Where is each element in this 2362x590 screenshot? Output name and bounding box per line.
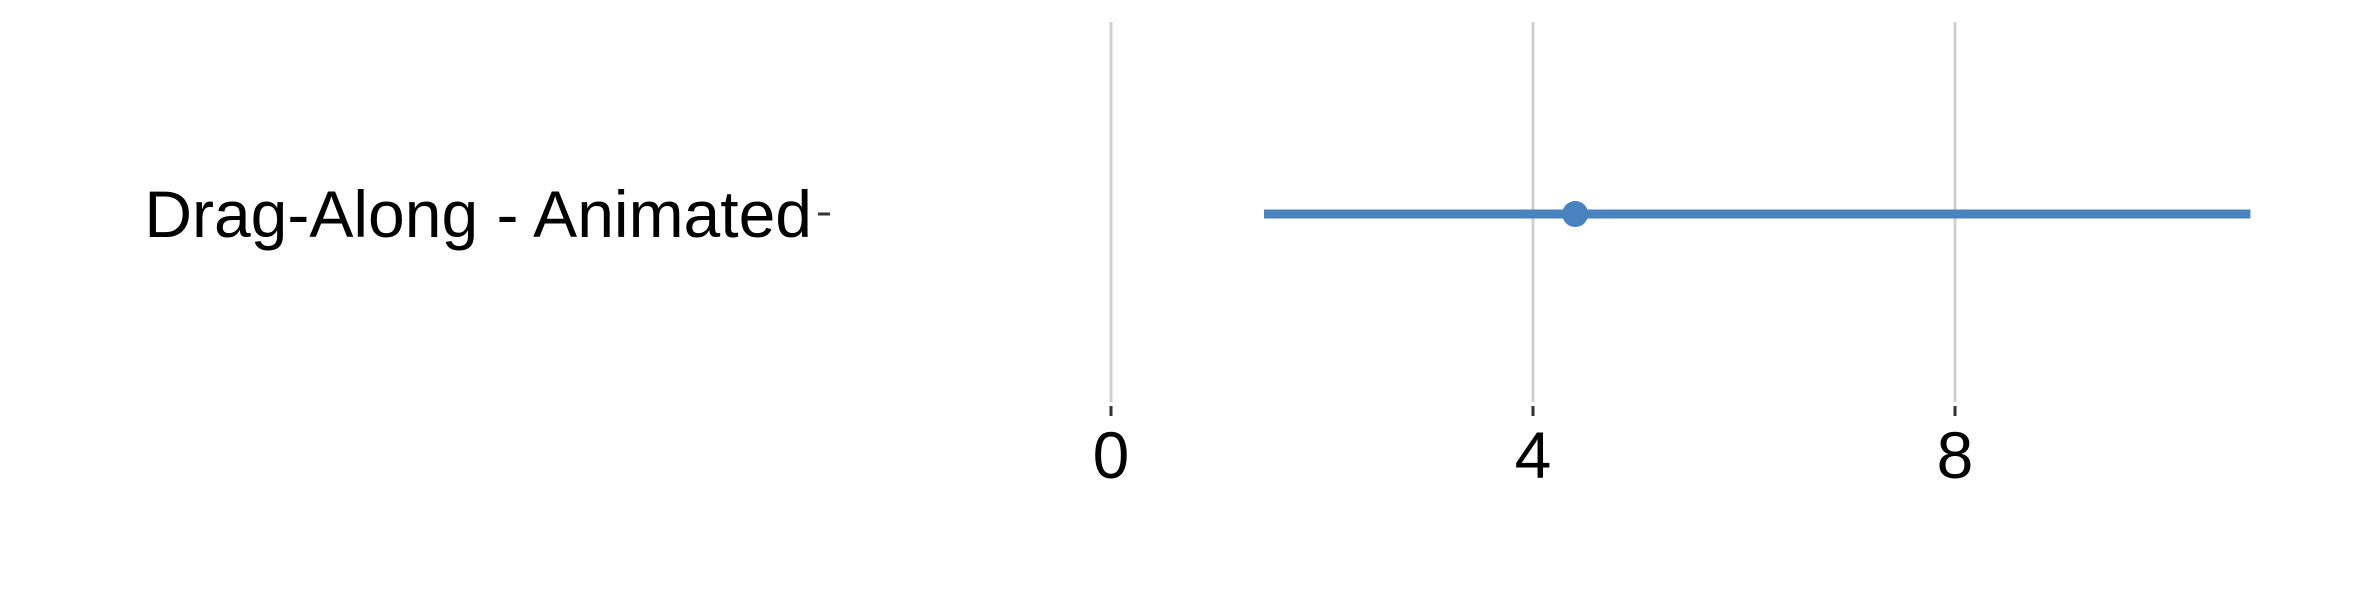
series-layer bbox=[1263, 201, 2251, 227]
point-marker bbox=[1562, 201, 1589, 227]
category-label: Drag-Along - Animated bbox=[144, 177, 812, 251]
x-tick-label: 4 bbox=[1515, 418, 1552, 492]
x-tick-label: 0 bbox=[1093, 418, 1130, 492]
x-tick-label: 8 bbox=[1937, 418, 1974, 492]
x-axis: 0 4 8 bbox=[1093, 406, 1974, 492]
y-axis: Drag-Along - Animated bbox=[144, 177, 830, 251]
